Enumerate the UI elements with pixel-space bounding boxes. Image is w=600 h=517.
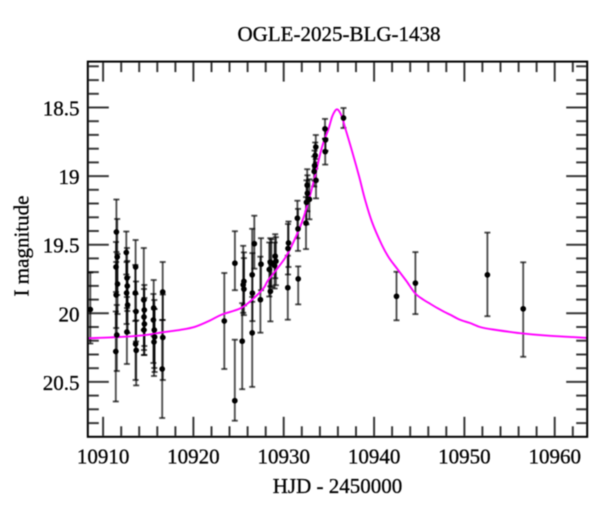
- svg-text:19.5: 19.5: [43, 234, 80, 258]
- svg-text:10950: 10950: [438, 444, 491, 468]
- svg-text:10930: 10930: [257, 444, 310, 468]
- svg-text:20.5: 20.5: [43, 371, 80, 395]
- svg-text:OGLE-2025-BLG-1438: OGLE-2025-BLG-1438: [238, 22, 441, 46]
- svg-text:HJD - 2450000: HJD - 2450000: [273, 474, 403, 498]
- svg-text:I magnitude: I magnitude: [10, 196, 34, 297]
- svg-text:10910: 10910: [77, 444, 130, 468]
- svg-text:10960: 10960: [528, 444, 581, 468]
- svg-text:10940: 10940: [348, 444, 401, 468]
- svg-text:20: 20: [59, 302, 80, 326]
- svg-text:18.5: 18.5: [43, 97, 80, 121]
- svg-text:10920: 10920: [167, 444, 220, 468]
- svg-text:19: 19: [59, 165, 80, 189]
